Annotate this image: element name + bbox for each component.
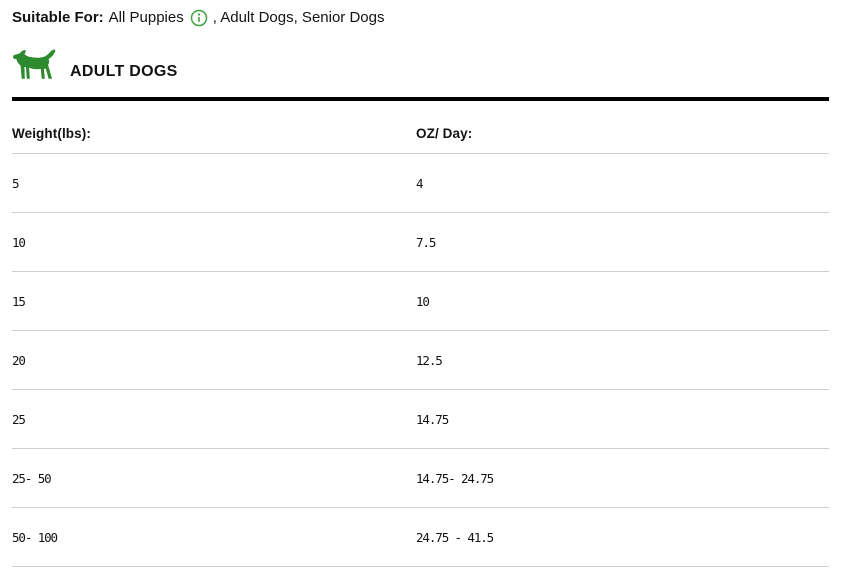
- table-row: 10 7.5: [12, 213, 829, 272]
- weight-cell: 5: [12, 175, 20, 191]
- oz-day-cell: 10: [416, 293, 430, 309]
- suitable-for-line: Suitable For: All Puppies , Adult Dogs, …: [12, 7, 829, 28]
- table-row: 25- 50 14.75- 24.75: [12, 449, 829, 508]
- table-row: 5 4: [12, 154, 829, 213]
- weight-cell: 50- 100: [12, 529, 58, 545]
- weight-cell: 25- 50: [12, 470, 52, 486]
- table-row: 20 12.5: [12, 331, 829, 390]
- suitable-for-puppies-text: All Puppies: [108, 9, 184, 26]
- oz-day-cell: 4: [416, 175, 424, 191]
- table-header-row: Weight(lbs): OZ/ Day:: [12, 101, 829, 154]
- section-divider-rule: [12, 97, 829, 101]
- table-row: 50- 100 24.75 - 41.5: [12, 508, 829, 567]
- weight-cell: 20: [12, 352, 26, 368]
- column-header-weight: Weight(lbs):: [12, 126, 91, 141]
- section-header: ADULT DOGS: [12, 44, 829, 81]
- info-icon[interactable]: [190, 9, 208, 27]
- section-title: ADULT DOGS: [70, 63, 178, 80]
- suitable-for-rest-text: , Adult Dogs, Senior Dogs: [212, 9, 385, 26]
- feeding-table: Weight(lbs): OZ/ Day: 5 4 10 7.5 15 10 2…: [12, 101, 829, 567]
- suitable-for-label: Suitable For:: [12, 9, 104, 26]
- oz-day-cell: 14.75: [416, 411, 449, 427]
- oz-day-cell: 14.75- 24.75: [416, 470, 494, 486]
- oz-day-cell: 24.75 - 41.5: [416, 529, 494, 545]
- oz-day-cell: 12.5: [416, 352, 443, 368]
- table-row: 25 14.75: [12, 390, 829, 449]
- feeding-guide-section: Suitable For: All Puppies , Adult Dogs, …: [12, 7, 829, 567]
- table-row: 15 10: [12, 272, 829, 331]
- weight-cell: 25: [12, 411, 26, 427]
- column-header-oz-day: OZ/ Day:: [416, 126, 473, 141]
- oz-day-cell: 7.5: [416, 234, 436, 250]
- weight-cell: 15: [12, 293, 26, 309]
- weight-cell: 10: [12, 234, 26, 250]
- dog-icon: [12, 48, 57, 81]
